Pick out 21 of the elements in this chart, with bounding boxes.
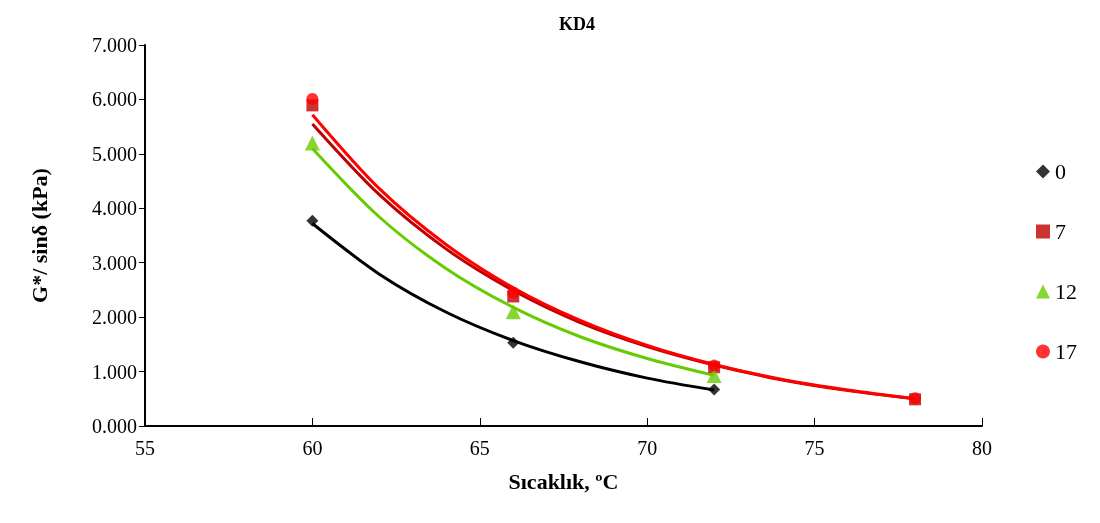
legend-label: 7 [1055,219,1066,244]
y-tick-label: 5.000 [92,142,137,165]
legend-label: 12 [1055,279,1077,304]
x-tick-label: 70 [637,437,658,459]
y-tick-label: 1.000 [92,360,137,383]
y-tick-label: 4.000 [92,197,137,220]
y-tick-label: 2.000 [92,306,137,329]
x-tick-label: 65 [469,437,490,459]
x-tick-label: 75 [804,437,825,459]
legend-label: 17 [1055,339,1077,364]
y-tick-label: 3.000 [92,251,137,274]
x-axis-title: Sıcaklık, ºC [508,468,619,494]
y-tick-label: 6.000 [92,88,137,111]
y-tick-label: 7.000 [92,34,137,56]
x-tick-label: 55 [135,437,155,459]
legend-label: 0 [1055,159,1066,184]
x-tick-label: 60 [302,437,323,459]
y-axis-title: G*/ sinδ (kPa) [26,168,52,303]
x-tick-label: 80 [972,437,992,459]
chart-title: KD4 [559,14,595,34]
y-tick-label: 0.000 [92,415,137,437]
